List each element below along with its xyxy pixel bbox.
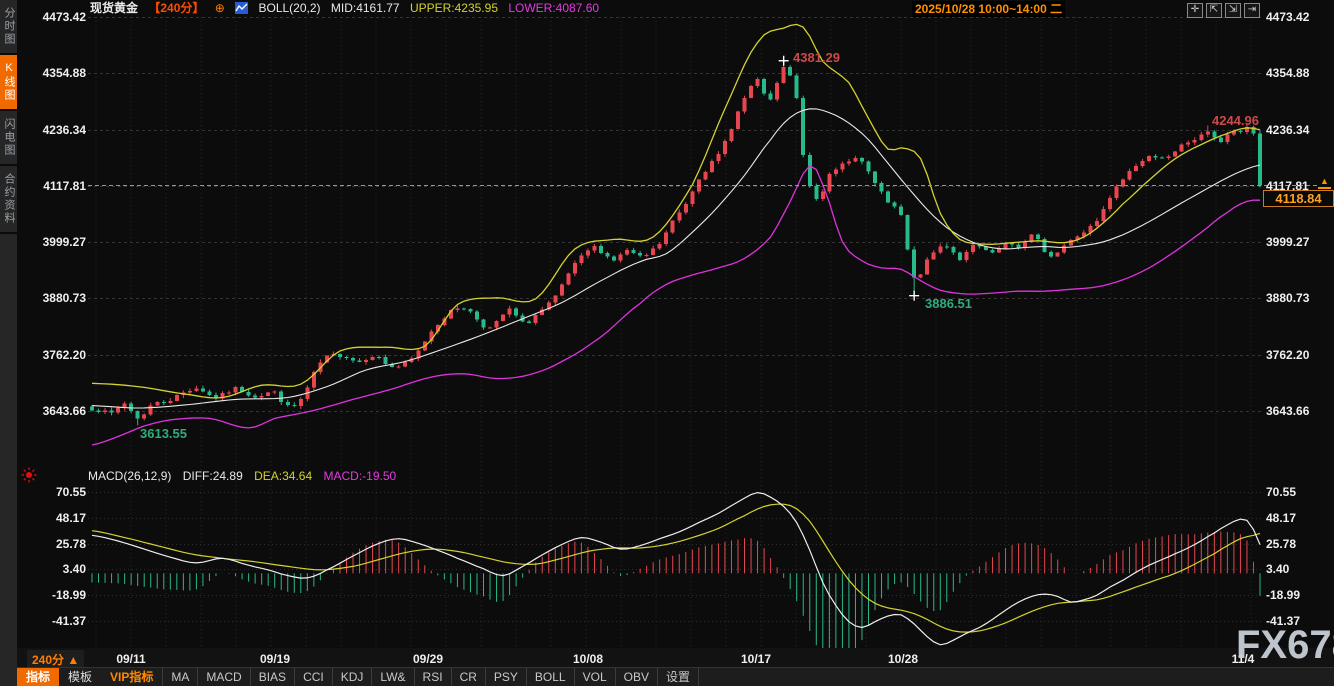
price-axis-label: 4354.88: [42, 66, 86, 81]
macd-axis-label: 3.40: [62, 562, 86, 577]
macd-axis-label: 25.78: [55, 536, 86, 551]
chart-type-sidebar: 分时图 K线图 闪电图 合约资料: [0, 0, 17, 686]
macd-axis-label: 25.78: [1266, 536, 1297, 551]
indicator-button-boll[interactable]: BOLL: [527, 668, 575, 686]
templates-tab[interactable]: 模板: [68, 670, 93, 684]
macd-axis-label: -41.37: [1266, 614, 1301, 628]
macd-header: MACD(26,12,9) DIFF:24.89 DEA:34.64 MACD:…: [88, 469, 404, 483]
chart-header: 现货黄金 【240分】 ⊕ BOLL(20,2) MID:4161.77 UPP…: [17, 0, 1334, 17]
price-axis-label: 4236.34: [42, 122, 86, 137]
price-axis-label: 3880.73: [1266, 291, 1310, 306]
indicator-button-lwr[interactable]: LW&: [372, 668, 415, 686]
macd-axis-label: -41.37: [51, 614, 86, 628]
price-annotation: 4244.96: [1212, 113, 1259, 128]
indicator-button-settings[interactable]: 设置: [658, 668, 699, 686]
boll-upper-value: UPPER:4235.95: [409, 1, 498, 15]
last-price-box: 4118.84: [1263, 190, 1334, 207]
period-label: 【240分】: [148, 1, 205, 15]
x-axis-label: 10/28: [887, 652, 919, 666]
sidebar-item-tick-chart[interactable]: 分时图: [0, 0, 17, 55]
macd-axis-label: 48.17: [55, 510, 86, 525]
x-axis-label: 09/11: [116, 652, 146, 666]
crosshair-date-tooltip: 2025/10/28 10:00~14:00 二: [912, 1, 1066, 17]
price-annotation: 3886.51: [925, 296, 972, 311]
boll-indicator-label: BOLL(20,2): [258, 1, 321, 15]
price-axis-label: 4473.42: [1266, 10, 1310, 24]
indicator-button-psy[interactable]: PSY: [486, 668, 527, 686]
zoom-out-axis-icon[interactable]: ⇲: [1225, 3, 1241, 18]
indicator-button-kdj[interactable]: KDJ: [333, 668, 373, 686]
sidebar-item-contract-info[interactable]: 合约资料: [0, 166, 17, 234]
macd-diff-value: DIFF:24.89: [182, 469, 243, 483]
symbol-label: 现货黄金: [90, 1, 139, 15]
indicator-button-vol[interactable]: VOL: [575, 668, 616, 686]
x-axis-label: 10/17: [740, 652, 772, 666]
indicator-button-cci[interactable]: CCI: [295, 668, 333, 686]
window-controls: ✛ ⇱ ⇲ ⇥: [1187, 3, 1260, 18]
indicator-button-ma[interactable]: MA: [162, 668, 199, 686]
macd-title: MACD(26,12,9): [88, 469, 172, 483]
zoom-in-axis-icon[interactable]: ⇱: [1206, 3, 1222, 18]
indicator-button-bias[interactable]: BIAS: [251, 668, 296, 686]
price-axis-label: 4117.81: [43, 178, 86, 193]
price-axis-label: 4473.42: [42, 10, 86, 24]
toolbar-indicators: MA MACD BIAS CCI KDJ LW& RSI CR PSY BOLL VOL OBV 设置: [162, 668, 699, 686]
x-axis-label: 10/08: [572, 652, 604, 666]
boll-mid-value: MID:4161.77: [330, 1, 400, 15]
macd-axis-label: -18.99: [51, 588, 86, 603]
price-axis-label: 4236.34: [1266, 122, 1310, 137]
price-axis-label: 3643.66: [42, 404, 86, 418]
boll-lower-value: LOWER:4087.60: [508, 1, 600, 15]
macd-dea-value: DEA:34.64: [254, 469, 313, 483]
indicator-button-macd[interactable]: MACD: [198, 668, 251, 686]
live-indicator-icon: [21, 467, 37, 483]
sidebar-item-flash-chart[interactable]: 闪电图: [0, 111, 17, 166]
watermark: FX678: [1236, 623, 1334, 667]
price-axis-label: 3999.27: [42, 235, 86, 250]
price-axis-label: 3880.73: [42, 291, 86, 306]
price-axis-label: 3762.20: [1266, 347, 1310, 362]
x-axis: 240分 ▲: [17, 648, 1334, 669]
x-axis-label: 09/29: [412, 652, 444, 666]
mini-chart-icon[interactable]: [235, 2, 249, 14]
macd-axis-label: 48.17: [1266, 510, 1297, 525]
period-selector-button[interactable]: 240分 ▲: [27, 650, 85, 669]
x-axis-label: 09/19: [259, 652, 291, 666]
price-annotation: 3613.55: [140, 426, 187, 441]
indicator-button-cr[interactable]: CR: [452, 668, 486, 686]
pan-right-icon[interactable]: ⇥: [1244, 3, 1260, 18]
indicators-tab[interactable]: 指标: [17, 668, 60, 686]
price-axis-label: 3762.20: [42, 347, 86, 362]
sidebar-item-kline-chart[interactable]: K线图: [0, 55, 17, 111]
indicator-button-rsi[interactable]: RSI: [415, 668, 452, 686]
price-axis-label: 3643.66: [1266, 404, 1310, 418]
macd-macd-value: MACD:-19.50: [323, 469, 397, 483]
macd-axis-label: -18.99: [1266, 588, 1301, 603]
macd-axis-label: 70.55: [55, 485, 86, 499]
price-axis-label: 3999.27: [1266, 235, 1310, 250]
macd-axis-label: 3.40: [1266, 562, 1290, 577]
price-annotation: 4381.29: [793, 50, 840, 65]
vip-indicators-tab[interactable]: VIP指标: [110, 670, 154, 684]
toolbar-tabs: 指标 模板 VIP指标: [17, 668, 162, 686]
crosshair-icon[interactable]: ✛: [1187, 3, 1203, 18]
price-axis-label: 4117.81: [1266, 178, 1309, 193]
add-indicator-icon[interactable]: ⊕: [214, 1, 225, 15]
bottom-toolbar: 指标 模板 VIP指标 MA MACD BIAS CCI KDJ LW& RSI CR PSY BOL…: [17, 667, 1334, 686]
x-axis-label: 11/4: [1231, 652, 1255, 666]
indicator-button-obv[interactable]: OBV: [616, 668, 658, 686]
price-axis-label: 4354.88: [1266, 66, 1310, 81]
macd-axis-label: 70.55: [1266, 485, 1297, 499]
last-price-marker-icon: ▲: [1318, 177, 1331, 189]
